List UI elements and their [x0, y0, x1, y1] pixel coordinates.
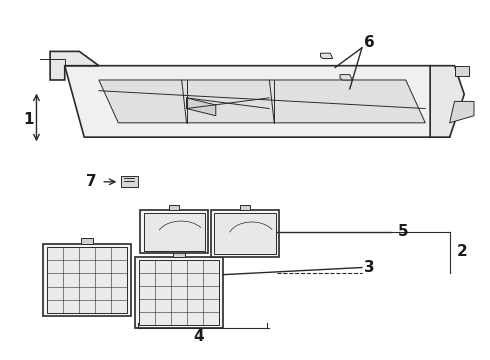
Text: 2: 2 — [457, 244, 467, 259]
Text: 3: 3 — [364, 260, 374, 275]
Polygon shape — [430, 66, 464, 137]
Text: 4: 4 — [194, 329, 204, 344]
Polygon shape — [65, 66, 450, 137]
Polygon shape — [99, 80, 425, 123]
Bar — [173, 250, 185, 257]
Bar — [170, 205, 179, 210]
Bar — [240, 205, 250, 210]
Bar — [211, 210, 279, 257]
Text: 5: 5 — [398, 224, 409, 239]
Polygon shape — [121, 176, 138, 187]
Polygon shape — [187, 98, 216, 116]
Bar — [80, 238, 93, 244]
Polygon shape — [50, 51, 99, 80]
Bar — [140, 210, 208, 253]
Text: 6: 6 — [364, 35, 375, 50]
Polygon shape — [455, 66, 469, 76]
Bar — [47, 247, 126, 313]
Polygon shape — [340, 75, 352, 80]
Bar — [135, 257, 223, 328]
Bar — [214, 213, 276, 254]
Bar — [139, 260, 219, 325]
Polygon shape — [450, 102, 474, 123]
Text: 1: 1 — [23, 112, 33, 127]
Text: 7: 7 — [86, 174, 97, 189]
Bar — [43, 244, 130, 316]
Polygon shape — [320, 53, 333, 59]
Bar — [144, 213, 205, 251]
